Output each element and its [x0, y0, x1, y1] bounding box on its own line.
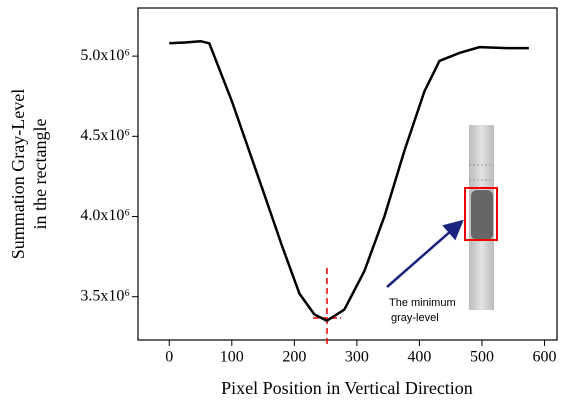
arrow	[386, 219, 464, 288]
x-tick-label: 100	[220, 349, 244, 366]
x-tick-label: 0	[165, 349, 173, 366]
x-tick-label: 400	[407, 349, 431, 366]
inset-image	[464, 125, 498, 310]
y-tick-label: 4.0x10⁶	[80, 207, 130, 224]
y-axis-label: in the rectangle	[30, 119, 50, 230]
y-tick-label: 4.5x10⁶	[80, 127, 130, 144]
x-axis-label: Pixel Position in Vertical Direction	[221, 378, 473, 398]
data-line	[169, 39, 529, 323]
x-tick-label: 600	[532, 349, 556, 366]
y-tick-label: 3.5x10⁶	[80, 287, 130, 304]
x-tick-label: 200	[282, 349, 306, 366]
y-tick-label: 5.0x10⁶	[80, 47, 130, 64]
annotation: gray-level	[391, 312, 439, 324]
annotation: The minimum	[389, 297, 456, 309]
x-tick-label: 300	[345, 349, 369, 366]
x-tick-label: 500	[470, 349, 494, 366]
plot-frame	[137, 7, 558, 341]
y-axis-label: Summation Gray-Level	[8, 89, 28, 259]
